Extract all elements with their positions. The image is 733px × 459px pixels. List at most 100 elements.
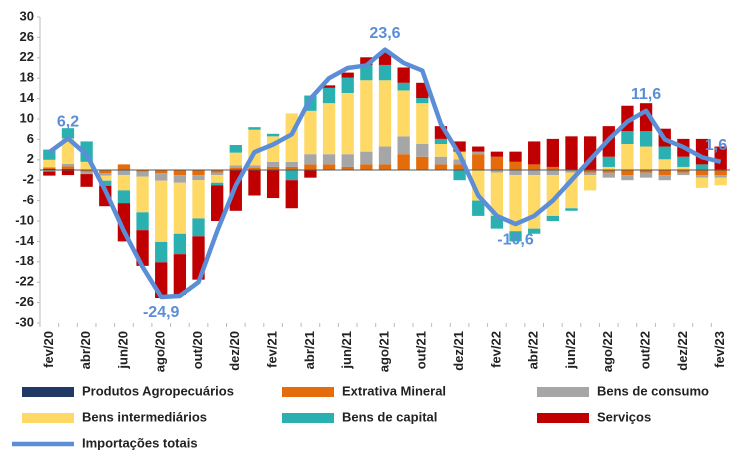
x-tick-label: jun/21 [339,331,354,370]
bar-segment [211,172,224,176]
bar-segment [304,110,317,155]
bar-segment [378,164,392,170]
bar-segment [434,156,448,165]
bar-segment [416,143,429,157]
x-tick-label: fev/22 [488,331,503,368]
bar-segment [80,174,93,187]
x-tick-label: fev/20 [41,331,56,368]
bar-segment [229,165,242,168]
bar-segment [472,154,485,170]
bar-segment [285,170,298,181]
bar-segment [677,156,690,167]
bar-segment [360,57,373,65]
bar-segment [528,141,541,165]
bar-segment [192,180,205,219]
bar-segment [322,154,336,165]
legend-label: Bens de consumo [597,383,709,398]
bar-segment [43,170,56,172]
bar-segment [61,166,75,169]
data-label: 11,6 [631,86,661,103]
bar-segment [211,182,224,186]
legend-label: Bens intermediários [82,409,207,424]
bar-segment [211,175,224,183]
bar-segment [248,170,261,196]
bar-segment [322,87,336,104]
bar-segment [509,161,522,170]
bar-segment [695,170,709,176]
total-line [47,47,722,300]
x-tick-label: ago/21 [376,331,391,372]
bar-segment [546,170,559,176]
bar-segment [360,64,373,81]
bar-segment [136,171,149,177]
bar-segment [602,156,615,167]
x-tick-label: ago/22 [600,331,615,372]
bar-segment [528,170,541,176]
bar-segment [621,175,634,181]
bar-segment [99,180,112,186]
bar-segment [360,151,373,165]
x-tick-label: out/22 [638,331,653,369]
bar-segment [677,166,690,170]
bar-segment [639,146,653,170]
bar-segment [285,161,298,167]
legend-swatch [22,387,74,397]
bar-segment [341,166,354,170]
bar-segment [490,172,504,216]
bar-segment [397,136,410,155]
bar-segment [43,168,56,170]
bar-segment [61,170,75,176]
y-tick-label: 22 [20,49,34,64]
bar-segment [61,138,75,164]
bar-segment [416,156,429,170]
bar-segment [304,170,317,178]
data-label: -10,6 [497,231,534,248]
bar-segment [621,143,634,170]
bar-segment [155,241,168,263]
bar-segment [714,177,727,186]
legend-swatch [22,413,74,423]
y-tick-label: 18 [20,70,34,85]
bar-segment [472,200,485,216]
bar-segment [155,170,168,174]
bar-segment [546,138,559,167]
legend-label: Serviços [597,409,651,424]
bar-segment [416,82,429,99]
x-tick-label: fev/23 [712,331,727,368]
bar-segment [453,164,466,170]
data-label: -24,9 [143,304,180,321]
legend-swatch [537,387,589,397]
y-tick-label: 14 [20,90,35,105]
bar-segment [136,170,149,172]
bar-segment [639,131,653,147]
bar-segment [341,92,354,155]
bar-segment [602,170,615,173]
bar-segment [155,180,168,242]
bar-segment [378,146,392,165]
bar-segment [677,172,690,176]
y-tick-label: -10 [15,212,34,227]
y-tick-label: 6 [27,131,34,146]
bar-segment [99,173,112,176]
bar-segment [509,231,522,242]
bar-segment [565,170,578,173]
x-tick-label: dez/20 [227,331,242,371]
y-tick-label: -6 [22,192,34,207]
bar-segment [453,170,466,181]
bar-segment [61,163,75,167]
bar-segment [453,159,466,165]
legend-swatch [282,413,334,423]
bar-segment [677,170,690,173]
bar-segment [602,166,615,170]
x-tick-label: dez/21 [451,331,466,371]
bar-segment [658,170,671,176]
bar-segment [528,228,541,234]
bar-segment [583,175,597,191]
bar-segment [341,72,354,78]
bar-segment [490,156,504,170]
bar-segment [173,170,187,176]
bar-segment [472,146,485,152]
bar-segment [266,170,280,199]
bar-segment [360,164,373,170]
